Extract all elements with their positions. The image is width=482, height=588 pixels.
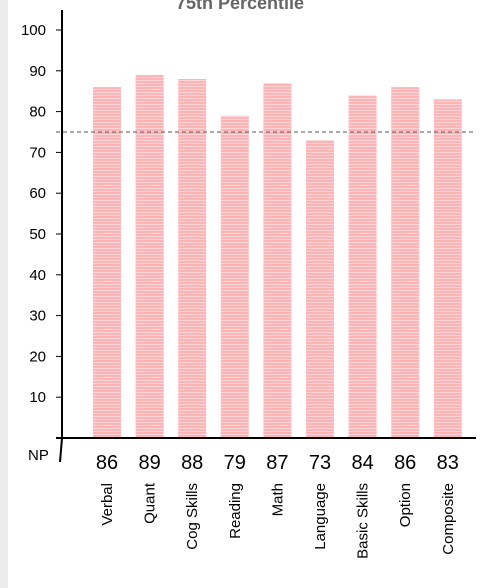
- y-tick-label-70: 70: [29, 144, 46, 161]
- np-divider: [59, 437, 63, 463]
- bar-math: [263, 83, 292, 438]
- category-label-math: Math: [269, 483, 286, 516]
- category-label-basic-skills: Basic Skills: [355, 483, 372, 559]
- category-label-cog-skills: Cog Skills: [184, 483, 201, 550]
- axis-layer: [56, 10, 476, 463]
- bar-reading: [220, 115, 249, 439]
- bar-cog-skills: [178, 78, 207, 439]
- value-label-math: 87: [266, 452, 288, 474]
- category-label-language: Language: [312, 483, 329, 550]
- y-tick-label-60: 60: [29, 185, 46, 202]
- bar-option: [391, 87, 420, 439]
- value-label-option: 86: [394, 452, 416, 474]
- category-label-reading: Reading: [227, 483, 244, 539]
- labels-layer: 86 Verbal 89 Quant 88 Cog Skills 79 Reading 87 Ma…: [21, 22, 459, 559]
- bars-layer: [93, 74, 462, 439]
- value-label-cog-skills: 88: [181, 452, 203, 474]
- y-tick-label-100: 100: [21, 22, 46, 39]
- y-tick-label-30: 30: [29, 308, 46, 325]
- y-tick-label-90: 90: [29, 63, 46, 80]
- bar-composite: [433, 99, 462, 439]
- value-label-verbal: 86: [96, 452, 118, 474]
- value-label-language: 73: [309, 452, 331, 474]
- y-tick-label-50: 50: [29, 226, 46, 243]
- category-label-quant: Quant: [142, 482, 159, 524]
- y-tick-label-10: 10: [29, 389, 46, 406]
- bar-basic-skills: [348, 95, 377, 438]
- chart-title: 75th Percentile: [176, 0, 304, 13]
- category-label-option: Option: [397, 483, 414, 527]
- bar-verbal: [93, 87, 121, 439]
- category-label-composite: Composite: [440, 483, 457, 555]
- np-label: NP: [28, 447, 49, 464]
- y-tick-label-20: 20: [29, 348, 46, 365]
- category-label-verbal: Verbal: [99, 483, 116, 526]
- value-label-basic-skills: 84: [351, 452, 373, 474]
- y-tick-label-80: 80: [29, 104, 46, 121]
- value-label-reading: 79: [224, 452, 246, 474]
- bar-quant: [135, 74, 164, 438]
- y-tick-label-40: 40: [29, 267, 46, 284]
- value-label-quant: 89: [138, 452, 160, 474]
- value-label-composite: 83: [437, 452, 459, 474]
- bar-language: [306, 140, 334, 438]
